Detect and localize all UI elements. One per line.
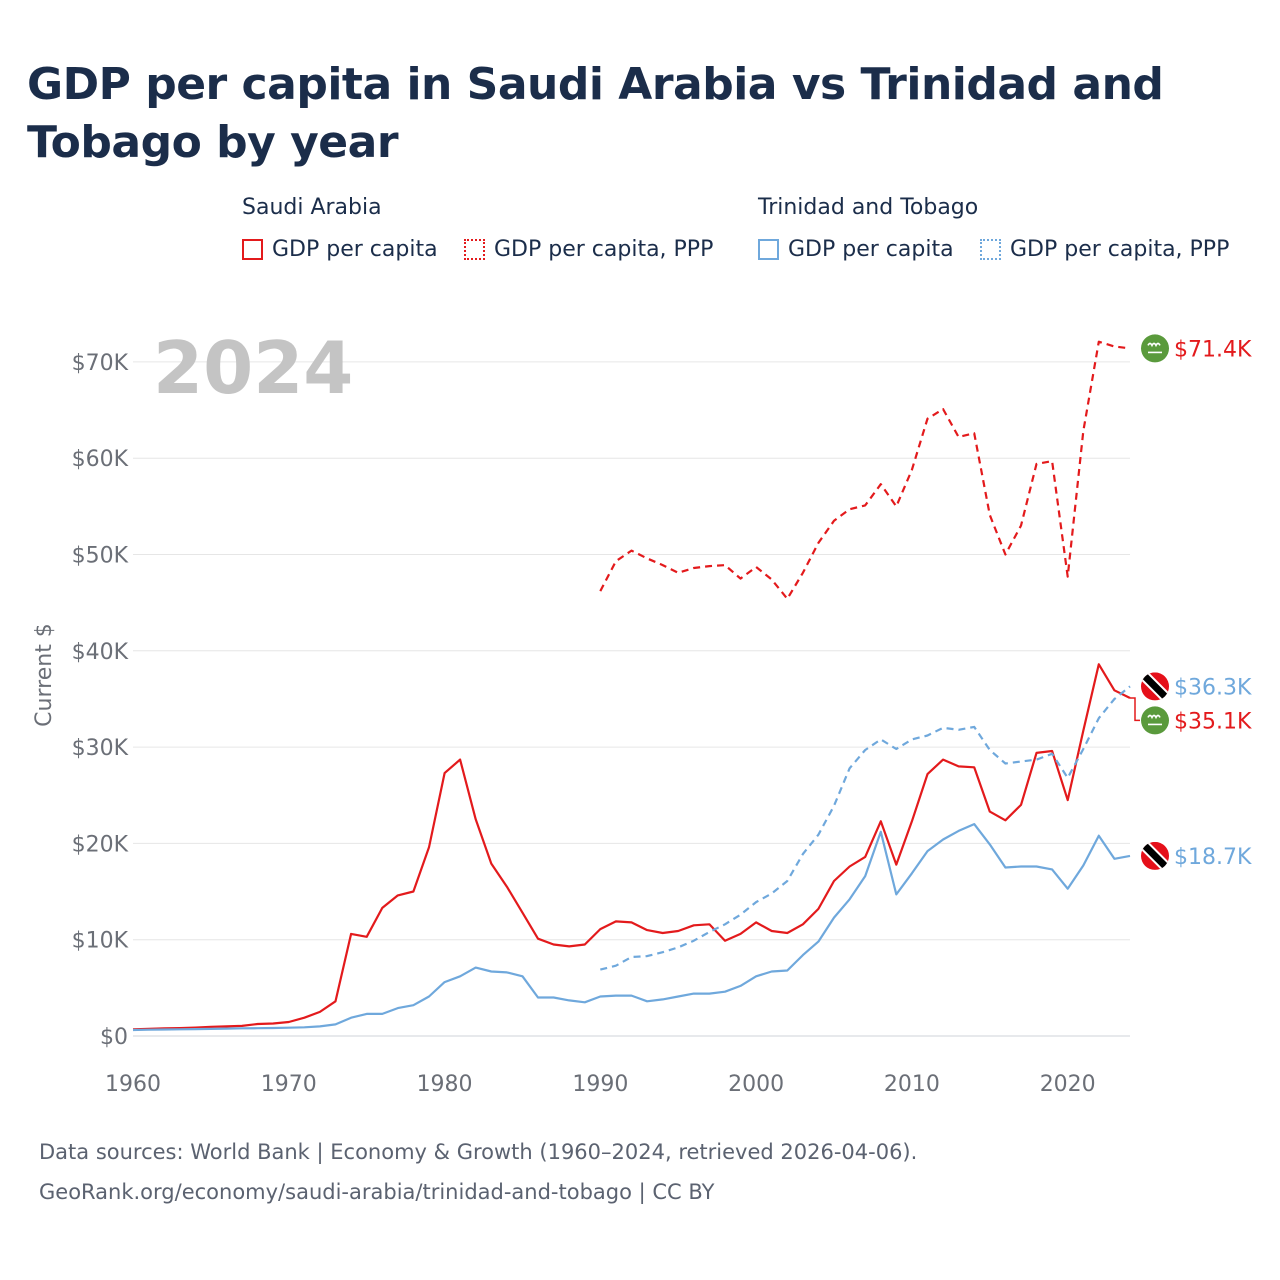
legend-group-trinidad-and-tobago: Trinidad and Tobago: [758, 195, 979, 220]
end-marker: $35.1K: [1130, 697, 1252, 735]
line-chart: $0 $10K $20K $30K $40K $50K $60K $70K 1960 1970 19…: [32, 326, 1252, 1097]
trinidad-flag-icon: [1141, 841, 1169, 870]
legend-swatch-dotted: [980, 239, 1001, 260]
legend-item-tt-gdp-ppp[interactable]: GDP per capita, PPP: [980, 237, 1229, 262]
y-tick-label: $0: [100, 1025, 128, 1050]
end-value-label: $36.3K: [1174, 675, 1252, 700]
year-watermark: 2024: [153, 326, 353, 410]
legend-swatch-solid: [242, 239, 263, 260]
end-value-label: $35.1K: [1174, 709, 1252, 734]
legend-swatch-dotted: [464, 239, 485, 260]
end-value-label: $71.4K: [1174, 337, 1252, 362]
legend-item-saudi-gdp-ppp[interactable]: GDP per capita, PPP: [464, 237, 713, 262]
trinidad-flag-icon: [1141, 672, 1169, 701]
footer-link[interactable]: GeoRank.org/economy/saudi-arabia/trinida…: [39, 1180, 715, 1204]
end-marker: $71.4K: [1141, 334, 1252, 363]
end-marker: $36.3K: [1141, 672, 1252, 701]
series-line-saudi-arabia-gdp-per-capita[interactable]: [132, 663, 1131, 1031]
end-value-label: $18.7K: [1174, 845, 1252, 870]
x-tick-label: 1980: [417, 1072, 473, 1097]
legend-item-saudi-gdp[interactable]: GDP per capita: [242, 237, 438, 262]
x-tick-label: 2000: [728, 1072, 784, 1097]
x-tick-label: 1990: [572, 1072, 628, 1097]
saudi-flag-icon: [1141, 706, 1169, 735]
y-tick-label: $50K: [72, 544, 129, 569]
leader-line: [1130, 697, 1140, 722]
y-tick-label: $10K: [72, 929, 129, 954]
x-tick-label: 1970: [261, 1072, 317, 1097]
y-tick-label: $30K: [72, 736, 129, 761]
y-tick-label: $20K: [72, 832, 129, 857]
series-line-trinidad-and-tobago-gdp-per-capita-ppp[interactable]: [600, 685, 1131, 971]
chart-title: GDP per capita in Saudi Arabia vs Trinid…: [27, 59, 1164, 168]
legend-group-saudi-arabia: Saudi Arabia: [242, 195, 382, 220]
legend-label: GDP per capita: [788, 237, 954, 262]
legend-item-tt-gdp[interactable]: GDP per capita: [758, 237, 954, 262]
series-line-trinidad-and-tobago-gdp-per-capita[interactable]: [132, 822, 1131, 1032]
legend-label: GDP per capita, PPP: [494, 237, 714, 262]
series-line-saudi-arabia-gdp-per-capita-ppp[interactable]: [599, 340, 1131, 600]
legend-label: GDP per capita, PPP: [1010, 237, 1230, 262]
y-tick-label: $70K: [72, 351, 129, 376]
x-tick-label: 2020: [1040, 1072, 1096, 1097]
x-tick-label: 1960: [105, 1072, 161, 1097]
x-tick-label: 2010: [884, 1072, 940, 1097]
saudi-flag-icon: [1141, 334, 1169, 363]
legend-swatch-solid: [758, 239, 779, 260]
legend-label: GDP per capita: [272, 237, 438, 262]
y-axis-label: Current $: [32, 623, 57, 727]
end-marker: $18.7K: [1141, 841, 1252, 870]
y-tick-label: $40K: [72, 640, 129, 665]
footer-sources: Data sources: World Bank | Economy & Gro…: [39, 1140, 918, 1164]
y-tick-label: $60K: [72, 447, 129, 472]
